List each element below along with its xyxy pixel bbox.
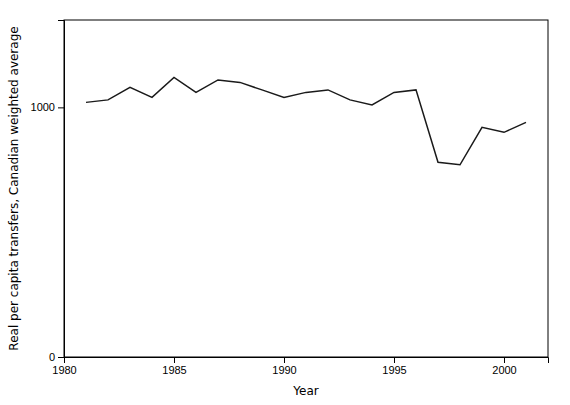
tick: 0: [49, 351, 64, 363]
axis-line: [65, 358, 549, 364]
tick-label: 1985: [162, 364, 186, 376]
tick: 1995: [382, 357, 406, 376]
tick-label: 2000: [492, 364, 516, 376]
x-axis-title: Year: [292, 384, 318, 398]
line: [86, 77, 526, 164]
y-axis-title: Real per capita transfers, Canadian weig…: [7, 26, 21, 350]
tick-mark: [58, 107, 64, 108]
marks: [86, 77, 526, 164]
tick: 1000: [31, 101, 64, 113]
x-axis: 1980 1985 1990 1995 2000: [52, 357, 548, 376]
tick: 1980: [52, 357, 76, 376]
tick: 2000: [492, 357, 516, 376]
plot: 1980 1985 1990 1995 2000 0 1000 Year Real per ca…: [7, 20, 549, 398]
tick-label: 1995: [382, 364, 406, 376]
tick-label: 1980: [52, 364, 76, 376]
chart: 1980 1985 1990 1995 2000 0 1000 Year Real per ca…: [0, 0, 570, 405]
y-axis: 0 1000: [31, 21, 65, 364]
plot-frame: [64, 20, 548, 357]
tick-mark: [284, 357, 285, 363]
tick-mark: [58, 357, 64, 358]
tick-mark: [504, 357, 505, 363]
tick-mark: [174, 357, 175, 363]
tick-label: 0: [49, 351, 55, 363]
tick: 1990: [272, 357, 296, 376]
tick-mark: [394, 357, 395, 363]
tick: 1985: [162, 357, 186, 376]
tick-label: 1000: [31, 101, 55, 113]
tick-label: 1990: [272, 364, 296, 376]
axis-line: [58, 21, 65, 358]
